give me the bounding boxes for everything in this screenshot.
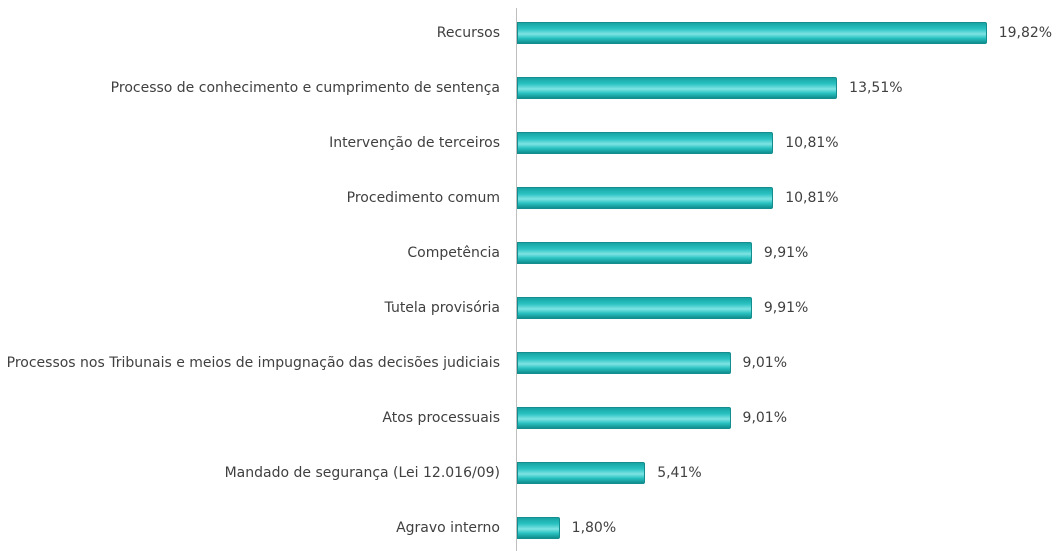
bar: [517, 242, 752, 264]
value-label: 10,81%: [785, 190, 839, 206]
category-label: Agravo interno: [396, 520, 500, 536]
value-label: 19,82%: [998, 25, 1053, 41]
category-label: Competência: [407, 245, 500, 261]
category-label: Tutela provisória: [384, 300, 500, 316]
bar: [517, 407, 731, 429]
category-label: Recursos: [436, 25, 500, 41]
category-label: Processo de conhecimento e cumprimento d…: [110, 80, 500, 96]
category-label: Procedimento comum: [346, 190, 500, 206]
value-label: 10,81%: [785, 135, 839, 151]
bar: [517, 517, 560, 539]
category-label: Processos nos Tribunais e meios de impug…: [6, 355, 500, 371]
bar: [517, 132, 774, 154]
bar: [517, 297, 752, 319]
value-label: 9,01%: [742, 410, 788, 426]
category-label: Atos processuais: [382, 410, 500, 426]
category-label: Mandado de segurança (Lei 12.016/09): [224, 465, 500, 481]
value-label: 9,91%: [763, 300, 809, 316]
bar: [517, 187, 774, 209]
axis-line: [516, 8, 517, 551]
bar: [517, 77, 838, 99]
bar: [517, 352, 731, 374]
category-label: Intervenção de terceiros: [329, 135, 500, 151]
bar: [517, 462, 646, 484]
bar: [517, 22, 987, 44]
value-label: 9,01%: [742, 355, 788, 371]
value-label: 1,80%: [571, 520, 617, 536]
value-label: 5,41%: [657, 465, 702, 481]
value-label: 13,51%: [849, 80, 903, 96]
value-label: 9,91%: [763, 245, 809, 261]
